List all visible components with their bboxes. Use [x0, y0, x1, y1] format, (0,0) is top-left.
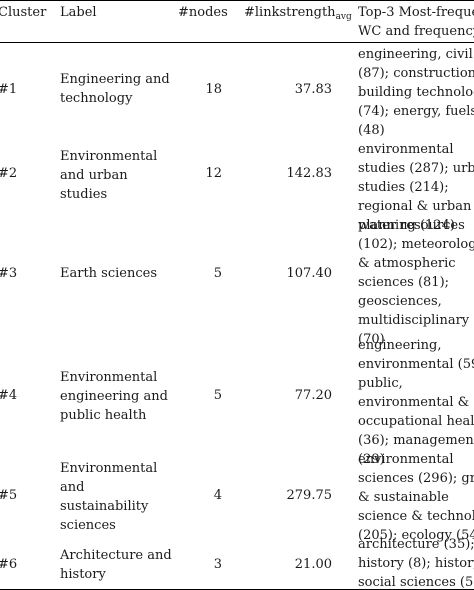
row-5-wc-line: sciences (296); green	[358, 471, 474, 486]
row-4-linkstrength: 77.20	[294, 388, 332, 403]
row-4-wc-line: engineering,	[358, 338, 442, 353]
row-1-wc: engineering, civil (87); construction & …	[358, 45, 474, 140]
row-2-label-line: studies	[60, 187, 108, 202]
row-2-wc-line: environmental	[358, 142, 454, 157]
row-6-linkstrength: 21.00	[294, 557, 332, 572]
header-label: Label	[60, 5, 97, 20]
header-wc: Top-3 Most-frequent WC and frequency	[358, 3, 474, 41]
row-1-linkstrength: 37.83	[294, 82, 332, 97]
row-3-cluster: #3	[0, 266, 18, 281]
row-2-label-line: Environmental	[60, 149, 158, 164]
row-2-wc-line: studies (214);	[358, 180, 449, 195]
row-6-cluster: #6	[0, 557, 18, 572]
row-3-label-line: Earth sciences	[60, 266, 158, 281]
header-wc-line: Top-3 Most-frequent	[358, 5, 474, 20]
row-4-label-line: engineering and	[60, 389, 168, 404]
row-4-wc-line: (36); management	[358, 433, 474, 448]
row-1-wc-line: building technology	[358, 85, 474, 100]
row-6-label-line: history	[60, 567, 106, 582]
row-1-label-line: technology	[60, 91, 133, 106]
row-2-wc-line: studies (287); urban	[358, 161, 474, 176]
row-3-wc-line: & atmospheric	[358, 256, 456, 271]
row-6-wc: architecture (35); history (8); history …	[358, 535, 474, 590]
row-1-wc-line: (48)	[358, 123, 385, 138]
row-4-wc-line: environmental &	[358, 395, 470, 410]
header-cluster: Cluster	[0, 5, 47, 20]
row-6-label: Architecture and history	[60, 546, 180, 584]
row-5-wc-line: (205); ecology (54)	[358, 528, 474, 543]
row-2-wc-line: planning (124)	[358, 218, 455, 233]
row-4-wc-line: environmental (59);	[358, 357, 474, 372]
row-3-wc-line: multidisciplinary	[358, 313, 470, 328]
row-5-label-line: sciences	[60, 518, 116, 533]
row-3-linkstrength: 107.40	[286, 266, 333, 281]
row-4-wc: engineering, environmental (59); public,…	[358, 336, 474, 469]
row-1-label-line: Engineering and	[60, 72, 170, 87]
row-5-linkstrength: 279.75	[286, 488, 333, 503]
header-linkstrength-main: #linkstrength	[244, 5, 336, 20]
header-linkstrength-sub: avg	[335, 12, 352, 22]
row-5-wc-line: environmental	[358, 452, 454, 467]
row-1-wc-line: engineering, civil	[358, 47, 473, 62]
row-4-cluster: #4	[0, 388, 18, 403]
row-5-wc-line: science & technology	[358, 509, 474, 524]
row-3-wc: water resources (102); meteorology & atm…	[358, 216, 474, 349]
row-4-wc-line: (29)	[358, 452, 385, 467]
row-5-wc-line: & sustainable	[358, 490, 449, 505]
header-rule	[0, 42, 474, 43]
row-1-wc-line: (74); energy, fuels	[358, 104, 474, 119]
row-2-wc-line: regional & urban	[358, 199, 472, 214]
row-3-wc-line: (70)	[358, 332, 385, 347]
row-6-label-line: Architecture and	[60, 548, 172, 563]
row-2-cluster: #2	[0, 166, 18, 181]
row-6-wc-line: social sciences (5)	[358, 575, 474, 590]
row-3-wc-line: sciences (81);	[358, 275, 450, 290]
row-5-label-line: Environmental	[60, 461, 158, 476]
row-2-label-line: and urban	[60, 168, 128, 183]
row-1-nodes: 18	[205, 82, 222, 97]
row-3-wc-line: geosciences,	[358, 294, 442, 309]
row-6-wc-line: history (8); history of	[358, 556, 474, 571]
row-1-cluster: #1	[0, 82, 18, 97]
row-5-nodes: 4	[213, 488, 222, 503]
header-linkstrength: #linkstrengthavg	[244, 3, 352, 22]
row-5-wc: environmental sciences (296); green & su…	[358, 450, 474, 545]
row-5-label-line: sustainability	[60, 499, 149, 514]
row-4-label-line: Environmental	[60, 370, 158, 385]
row-1-wc-line: (87); construction &	[358, 66, 474, 81]
row-1-label: Engineering and technology	[60, 70, 180, 108]
row-5-label-line: and	[60, 480, 85, 495]
row-2-wc: environmental studies (287); urban studi…	[358, 140, 474, 235]
row-3-label: Earth sciences	[60, 264, 180, 283]
row-6-nodes: 3	[213, 557, 222, 572]
row-6-wc-line: architecture (35);	[358, 537, 474, 552]
header-wc-line: WC and frequency	[358, 24, 474, 39]
row-4-label-line: public health	[60, 408, 147, 423]
row-2-nodes: 12	[205, 166, 222, 181]
row-4-nodes: 5	[213, 388, 222, 403]
row-4-label: Environmental engineering and public hea…	[60, 368, 180, 425]
top-rule	[0, 0, 474, 1]
row-3-nodes: 5	[213, 266, 222, 281]
row-3-wc-line: water resources	[358, 218, 465, 233]
row-4-wc-line: occupational health	[358, 414, 474, 429]
row-3-wc-line: (102); meteorology	[358, 237, 474, 252]
row-4-wc-line: public,	[358, 376, 403, 391]
row-2-label: Environmental and urban studies	[60, 147, 180, 204]
header-nodes: #nodes	[178, 5, 228, 20]
row-5-cluster: #5	[0, 488, 18, 503]
row-5-label: Environmental and sustainability science…	[60, 459, 180, 535]
row-2-linkstrength: 142.83	[286, 166, 333, 181]
